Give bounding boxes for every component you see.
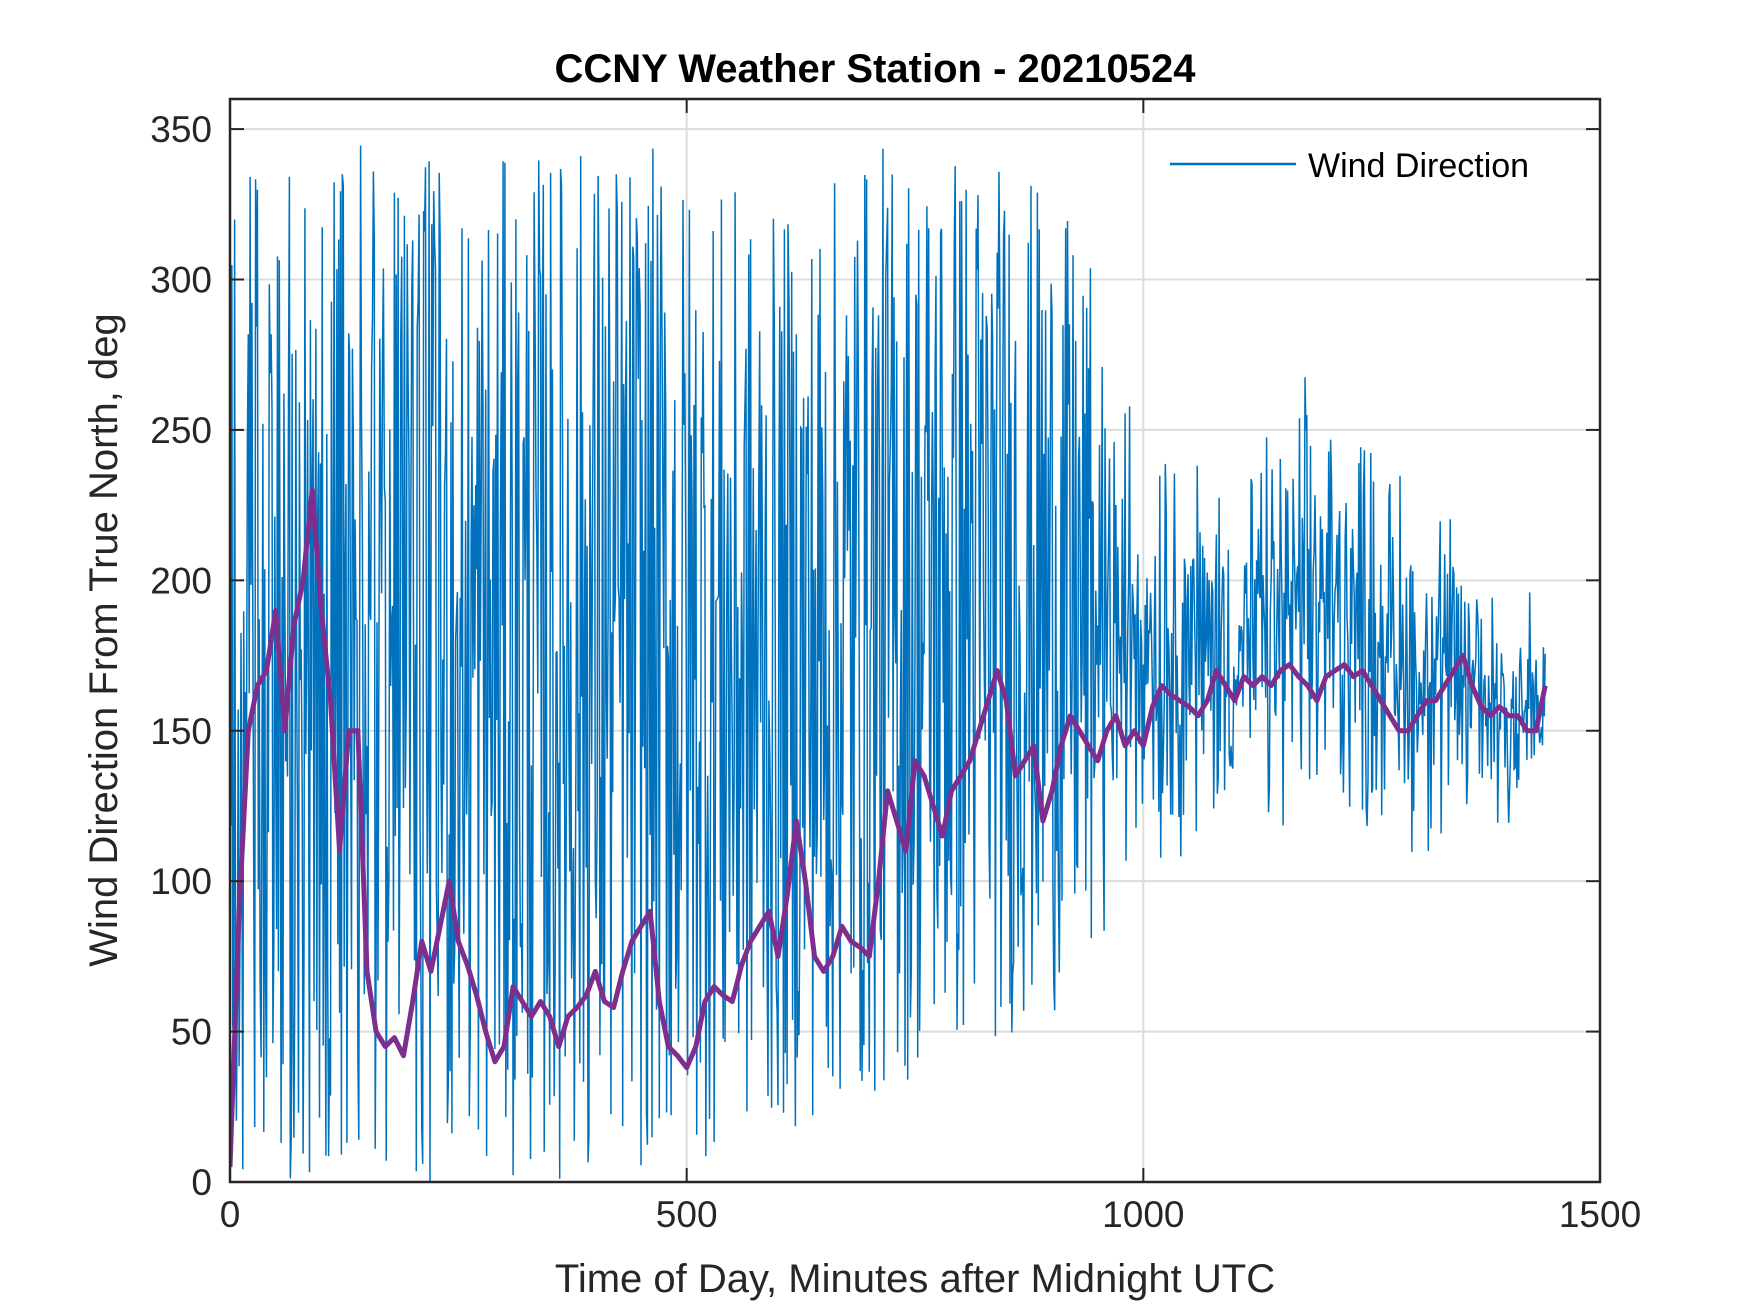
chart-title: CCNY Weather Station - 20210524: [555, 47, 1197, 91]
series-line-smoothed: [230, 487, 1548, 1168]
y-tick-label-350: 350: [150, 109, 212, 150]
x-tick-label-0: 0: [220, 1194, 241, 1235]
x-tick-label-1000: 1000: [1102, 1194, 1184, 1235]
y-axis-label: Wind Direction From True North, deg: [82, 313, 126, 967]
series-wind-direction: [230, 145, 1546, 1182]
y-tick-label-50: 50: [171, 1012, 212, 1053]
axis-ticks: 0 50 100 150 200 250 300 350 0 500 1000 1500: [150, 99, 1641, 1235]
y-tick-label-250: 250: [150, 410, 212, 451]
y-tick-label-200: 200: [150, 560, 212, 601]
series-smoothed: [230, 487, 1548, 1168]
x-axis-label: Time of Day, Minutes after Midnight UTC: [555, 1257, 1275, 1301]
legend-label-wind-direction: Wind Direction: [1308, 147, 1529, 185]
series-line-wind-direction: [230, 145, 1546, 1182]
y-tick-label-150: 150: [150, 711, 212, 752]
y-tick-label-100: 100: [150, 861, 212, 902]
y-tick-label-0: 0: [191, 1162, 212, 1203]
legend-box: [1150, 138, 1580, 196]
x-tick-label-1500: 1500: [1559, 1194, 1641, 1235]
x-tick-label-500: 500: [656, 1194, 718, 1235]
legend: Wind Direction: [1150, 138, 1580, 196]
y-tick-label-300: 300: [150, 260, 212, 301]
plot-frame: [228, 97, 1602, 1184]
